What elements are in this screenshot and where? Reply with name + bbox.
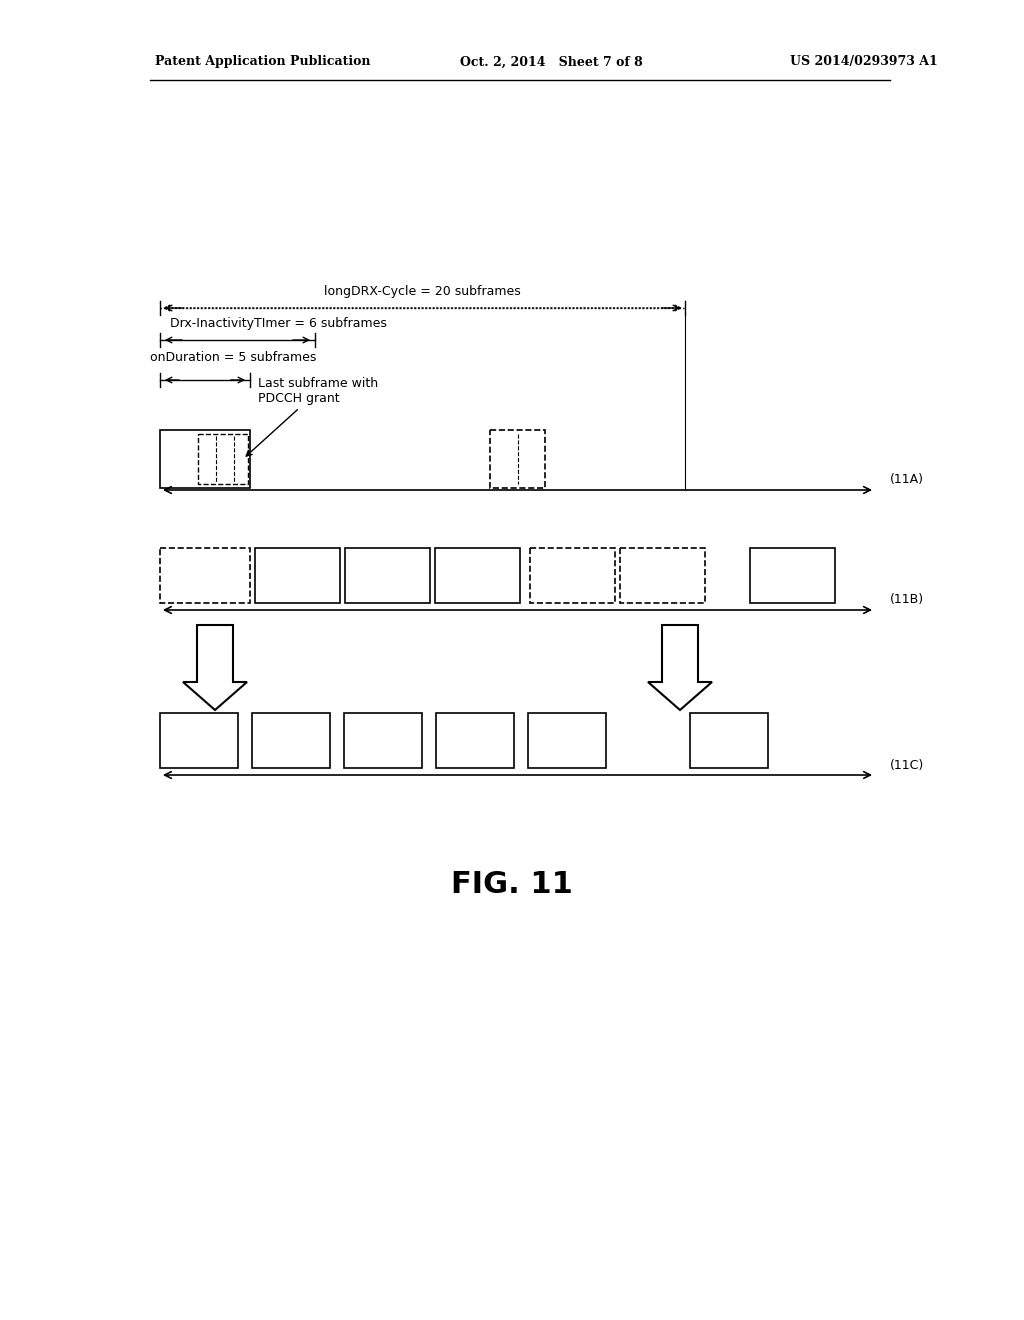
Text: (11A): (11A): [890, 474, 924, 487]
Bar: [198, 434, 248, 484]
Bar: [620, 548, 705, 603]
Bar: [252, 713, 330, 768]
Bar: [345, 548, 430, 603]
Bar: [435, 548, 520, 603]
Text: onDuration = 5 subframes: onDuration = 5 subframes: [150, 351, 316, 364]
Bar: [490, 430, 545, 488]
Text: Drx-InactivityTImer = 6 subframes: Drx-InactivityTImer = 6 subframes: [170, 317, 387, 330]
Bar: [750, 548, 835, 603]
Bar: [530, 548, 615, 603]
Text: Last subframe with
PDCCH grant: Last subframe with PDCCH grant: [246, 378, 378, 457]
Polygon shape: [648, 624, 712, 710]
Bar: [344, 713, 422, 768]
Bar: [160, 430, 250, 488]
Polygon shape: [183, 624, 247, 710]
Text: FIG. 11: FIG. 11: [451, 870, 573, 899]
Bar: [436, 713, 514, 768]
Bar: [160, 713, 238, 768]
Text: longDRX-Cycle = 20 subframes: longDRX-Cycle = 20 subframes: [324, 285, 520, 298]
Bar: [528, 713, 606, 768]
Text: (11B): (11B): [890, 594, 924, 606]
Bar: [255, 548, 340, 603]
Text: Oct. 2, 2014   Sheet 7 of 8: Oct. 2, 2014 Sheet 7 of 8: [460, 55, 643, 69]
Text: (11C): (11C): [890, 759, 925, 771]
Bar: [690, 713, 768, 768]
Bar: [160, 548, 250, 603]
Text: US 2014/0293973 A1: US 2014/0293973 A1: [790, 55, 938, 69]
Text: Patent Application Publication: Patent Application Publication: [155, 55, 371, 69]
